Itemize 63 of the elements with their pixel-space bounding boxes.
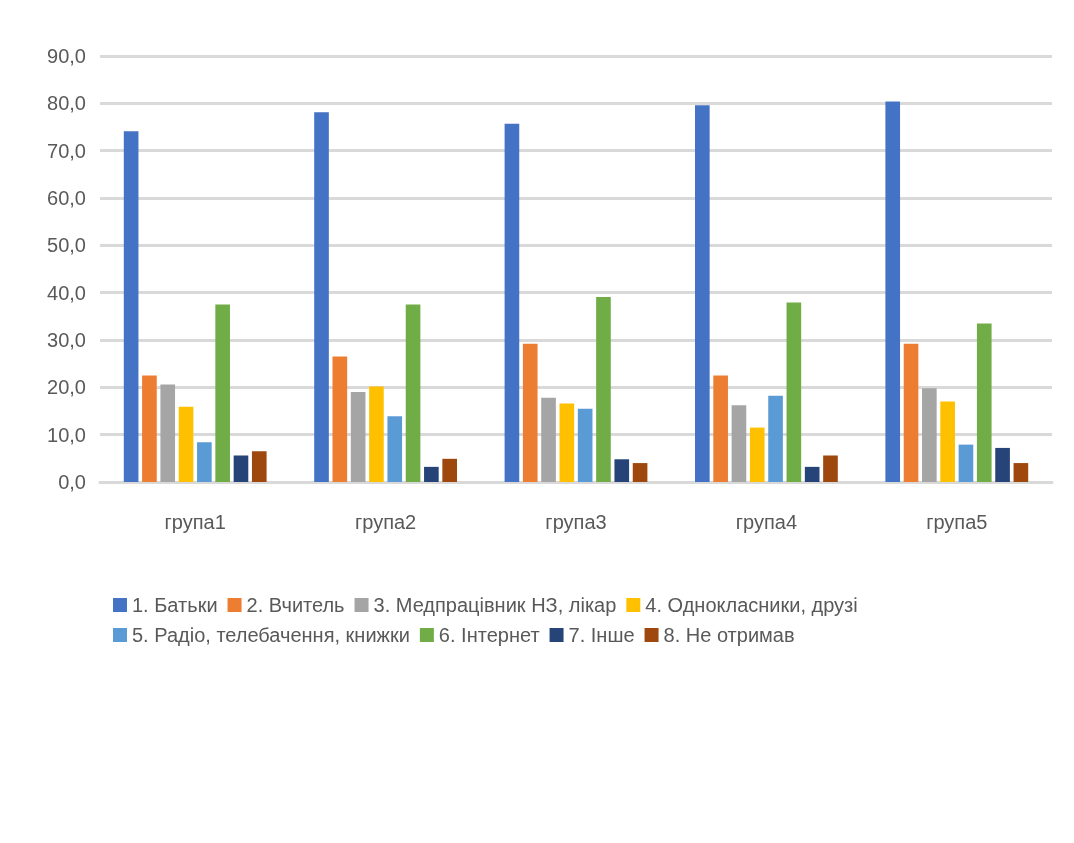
bar [197,442,212,482]
bar [332,356,348,482]
bar [731,405,747,482]
bar [350,392,366,482]
bar [314,112,329,482]
y-tick-label: 50,0 [47,234,86,257]
x-tick-label: група1 [164,511,226,533]
bar [233,455,249,482]
bar [786,302,802,482]
y-tick-label: 10,0 [47,423,86,446]
bar [541,397,556,482]
bar [442,458,457,482]
bar [695,105,710,482]
bar [922,388,937,482]
y-tick-label: 90,0 [47,45,86,67]
bar [178,406,194,482]
y-tick-label: 70,0 [47,139,86,162]
legend-label: 5. Радіо, телебачення, книжки [132,624,410,646]
x-tick-label: група4 [735,511,798,533]
x-tick-label: група3 [545,511,607,533]
x-tick-label: група2 [354,511,417,533]
bar [940,401,955,482]
bar [804,466,820,482]
bar [903,343,919,482]
bar [976,323,992,482]
legend-label: 1. Батьки [132,594,218,616]
bar [522,343,538,482]
legend-label: 8. Не отримав [663,624,795,646]
y-tick-label: 30,0 [47,329,86,351]
bar [596,296,611,482]
bar [885,101,901,482]
legend-label: 6. Інтернет [438,624,540,646]
legend-label: 4. Однокласники, друзі [645,594,858,616]
legend-label: 7. Інше [568,624,635,646]
bar [405,304,421,482]
y-tick-label: 20,0 [47,376,86,399]
bar [577,408,593,482]
bar [251,451,267,482]
y-tick-label: 0,0 [58,471,86,493]
y-tick-label: 60,0 [47,187,86,209]
bar [768,395,783,482]
x-tick-label: група5 [926,511,988,533]
legend-label: 3. Медпрацівник НЗ, лікар [373,594,617,616]
bar [958,444,974,482]
bar [614,459,630,482]
bar [632,463,648,482]
bar [995,447,1010,482]
legend-label: 2. Вчитель [246,594,345,616]
bar [504,123,520,482]
bar [823,455,838,482]
bar [424,466,439,482]
bar [369,386,384,482]
bar [559,403,575,482]
bar [749,427,765,482]
bar [123,131,139,482]
bar [142,375,157,482]
y-tick-label: 80,0 [47,92,86,115]
bar [387,416,403,482]
bar [215,304,230,482]
bar [1013,463,1029,482]
bar [713,375,728,482]
bar [160,384,176,482]
y-tick-label: 40,0 [47,281,86,304]
